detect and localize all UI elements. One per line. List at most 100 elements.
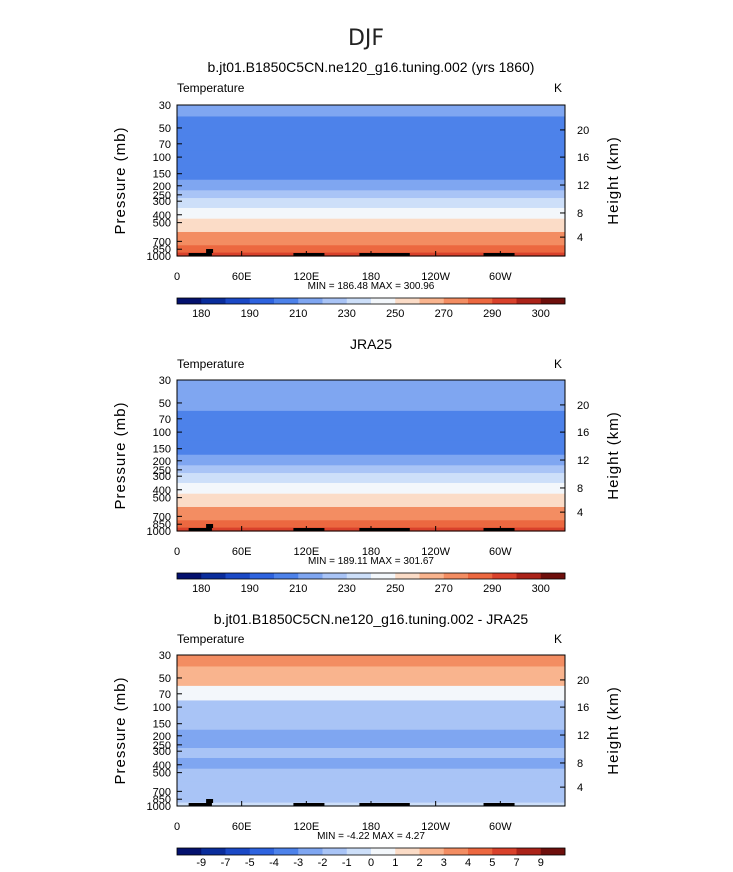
colorbar-swatch bbox=[177, 573, 202, 579]
y2-tick-label: 16 bbox=[577, 427, 589, 439]
terrain-mask bbox=[483, 528, 515, 531]
panel-variable-label: Temperature bbox=[177, 81, 245, 95]
colorbar-label: -4 bbox=[269, 857, 279, 869]
y-tick-label: 250 bbox=[153, 465, 171, 477]
x-tick-label: 120E bbox=[293, 271, 319, 283]
colorbar-swatch bbox=[274, 298, 299, 304]
y-tick-label: 50 bbox=[159, 673, 171, 685]
y-tick-label: 100 bbox=[153, 427, 171, 439]
figure-title: DJF bbox=[348, 26, 384, 51]
heatmap-band-100 bbox=[177, 425, 565, 441]
colorbar-swatch bbox=[419, 848, 445, 855]
panel-title: b.jt01.B1850C5CN.ne120_g16.tuning.002 - … bbox=[214, 611, 529, 627]
y-axis-title: Pressure (mb) bbox=[112, 126, 129, 234]
colorbar-swatch bbox=[371, 573, 396, 579]
colorbar-swatch bbox=[346, 298, 372, 304]
heatmap-band-700 bbox=[177, 506, 565, 521]
heatmap-band-50 bbox=[177, 116, 565, 137]
y-tick-label: 150 bbox=[153, 444, 171, 456]
colorbar-label: -5 bbox=[245, 857, 255, 869]
panel-variable-label: Temperature bbox=[177, 357, 245, 371]
colorbar-swatch bbox=[225, 848, 251, 855]
colorbar-frame bbox=[176, 297, 566, 305]
colorbar-swatch bbox=[492, 298, 517, 304]
y-tick-label: 400 bbox=[153, 760, 171, 772]
heatmap-band-150 bbox=[177, 165, 565, 181]
colorbar-label: 180 bbox=[192, 308, 210, 320]
y2-tick-label: 12 bbox=[577, 455, 589, 467]
colorbar-label: 180 bbox=[192, 583, 210, 595]
terrain-mask bbox=[359, 528, 410, 531]
terrain-mask bbox=[483, 803, 515, 806]
x-tick-label: 60E bbox=[232, 821, 252, 833]
min-max-stats: MIN = 186.48 MAX = 300.96 bbox=[308, 281, 435, 292]
y-tick-label: 400 bbox=[153, 210, 171, 222]
y2-axis-title: Height (km) bbox=[605, 136, 622, 225]
heatmap-band-70 bbox=[177, 410, 565, 427]
y-tick-label: 150 bbox=[153, 719, 171, 731]
x-tick-label: 60W bbox=[489, 546, 512, 558]
panel-units-label: K bbox=[554, 632, 562, 646]
terrain-mask bbox=[188, 528, 212, 531]
colorbar-swatch bbox=[201, 573, 226, 579]
colorbar-label: 290 bbox=[483, 583, 501, 595]
colorbar-swatch bbox=[274, 573, 299, 579]
colorbar-label: 9 bbox=[538, 857, 544, 869]
heatmap-band-500 bbox=[177, 493, 565, 508]
colorbar-swatch bbox=[249, 298, 275, 304]
x-tick-label: 0 bbox=[174, 821, 180, 833]
colorbar-label: 230 bbox=[338, 308, 356, 320]
colorbar-swatch bbox=[298, 573, 323, 579]
colorbar-label: -7 bbox=[221, 857, 231, 869]
y2-axis-title: Height (km) bbox=[605, 686, 622, 775]
heatmap-band-200 bbox=[177, 179, 565, 191]
colorbar-label: -2 bbox=[318, 857, 328, 869]
y-tick-label: 300 bbox=[153, 471, 171, 483]
colorbar-swatch bbox=[443, 848, 469, 855]
colorbar-swatch bbox=[322, 848, 348, 855]
panel-units-label: K bbox=[554, 357, 562, 371]
colorbar-swatch bbox=[274, 848, 299, 855]
colorbar-label: 190 bbox=[241, 308, 259, 320]
x-tick-label: 180 bbox=[362, 821, 380, 833]
terrain-mask bbox=[206, 249, 214, 253]
x-tick-label: 120W bbox=[421, 821, 450, 833]
heatmap-band-250 bbox=[177, 190, 565, 199]
colorbar-swatch bbox=[443, 573, 469, 579]
y2-tick-label: 12 bbox=[577, 180, 589, 192]
y-tick-label: 250 bbox=[153, 740, 171, 752]
y-tick-label: 100 bbox=[153, 152, 171, 164]
colorbar-swatch bbox=[298, 848, 323, 855]
colorbar-swatch bbox=[492, 573, 517, 579]
panel-variable-label: Temperature bbox=[177, 632, 245, 646]
y-tick-label: 200 bbox=[153, 456, 171, 468]
colorbar-label: 2 bbox=[416, 857, 422, 869]
y-tick-label: 500 bbox=[153, 218, 171, 230]
heatmap-band-850 bbox=[177, 520, 565, 529]
heatmap-band-50 bbox=[177, 391, 565, 412]
heatmap-band-400 bbox=[177, 482, 565, 495]
colorbar-swatch bbox=[298, 298, 323, 304]
colorbar-label: 300 bbox=[532, 308, 550, 320]
colorbar-swatch bbox=[346, 848, 372, 855]
y2-tick-label: 20 bbox=[577, 675, 589, 687]
y-tick-label: 100 bbox=[153, 702, 171, 714]
chart-panel-2: JRA25 Temperature K 0 60E 120E 180 120W 60W 30 50 7… bbox=[112, 336, 622, 595]
y-tick-label: 1000 bbox=[147, 251, 171, 263]
y-tick-label: 70 bbox=[159, 139, 171, 151]
heatmap-band-250 bbox=[177, 465, 565, 474]
min-max-stats: MIN = -4.22 MAX = 4.27 bbox=[317, 831, 425, 842]
colorbar-label: 230 bbox=[338, 583, 356, 595]
colorbar-swatch bbox=[443, 298, 469, 304]
y-tick-label: 200 bbox=[153, 731, 171, 743]
y-tick-label: 700 bbox=[153, 786, 171, 798]
y-tick-label: 50 bbox=[159, 398, 171, 410]
heatmap-band-30 bbox=[177, 380, 565, 393]
y-tick-label: 50 bbox=[159, 123, 171, 135]
heatmap-band-400 bbox=[177, 207, 565, 220]
y-tick-label: 30 bbox=[159, 375, 171, 387]
y2-axis-title: Height (km) bbox=[605, 411, 622, 500]
y2-tick-label: 4 bbox=[577, 232, 583, 244]
colorbar-swatch bbox=[249, 573, 275, 579]
